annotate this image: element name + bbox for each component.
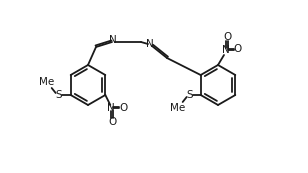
Text: O: O [223, 32, 231, 42]
Text: Me: Me [39, 77, 54, 87]
Text: Me: Me [170, 103, 185, 113]
Text: O: O [234, 44, 242, 54]
Text: S: S [55, 90, 62, 100]
Text: S: S [186, 90, 193, 100]
Text: N: N [222, 45, 230, 55]
Text: O: O [119, 102, 128, 112]
Text: N: N [107, 103, 115, 113]
Text: N: N [109, 35, 117, 45]
Text: N: N [146, 39, 154, 49]
Text: O: O [108, 117, 116, 127]
